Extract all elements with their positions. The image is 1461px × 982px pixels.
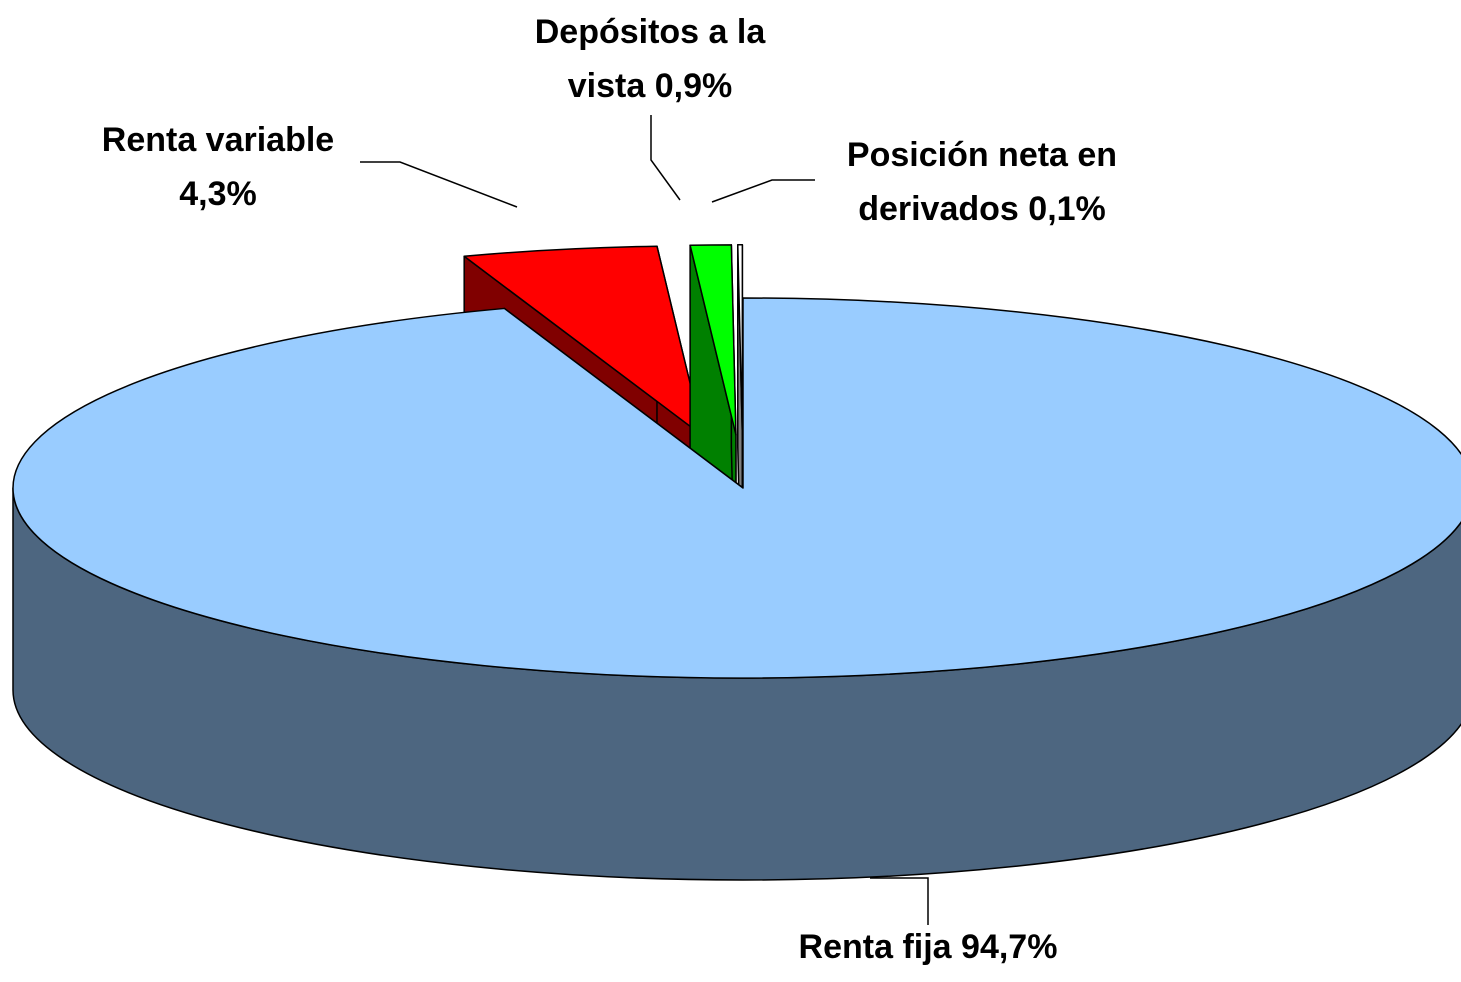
slices	[12, 244, 1461, 881]
value-label: 0,1%	[1028, 190, 1106, 228]
leader-line	[870, 877, 929, 925]
category: Renta fija	[798, 928, 952, 966]
slice	[12, 297, 1461, 881]
slice-top	[463, 245, 704, 437]
slice-label: Renta fija 94,7%	[728, 920, 1128, 974]
leader-line	[711, 179, 815, 203]
value-label: 94,7%	[961, 928, 1058, 966]
leader-lines	[360, 115, 929, 925]
leader-line	[650, 115, 681, 201]
slice-label: Renta variable 4,3%	[68, 113, 368, 221]
slice-label: Posición neta en derivados 0,1%	[812, 128, 1152, 236]
category: Depósitos a la vista	[534, 13, 766, 105]
category: Renta variable	[101, 121, 335, 159]
slice-top	[737, 244, 744, 436]
leader-line	[360, 161, 518, 208]
slice-label: Depósitos a la vista 0,9%	[505, 5, 795, 113]
value-label: 4,3%	[179, 175, 257, 213]
slice-top	[12, 297, 1461, 679]
value-label: 0,9%	[654, 67, 733, 105]
category: Posición neta en derivados	[846, 136, 1118, 228]
slice-top	[689, 244, 737, 436]
